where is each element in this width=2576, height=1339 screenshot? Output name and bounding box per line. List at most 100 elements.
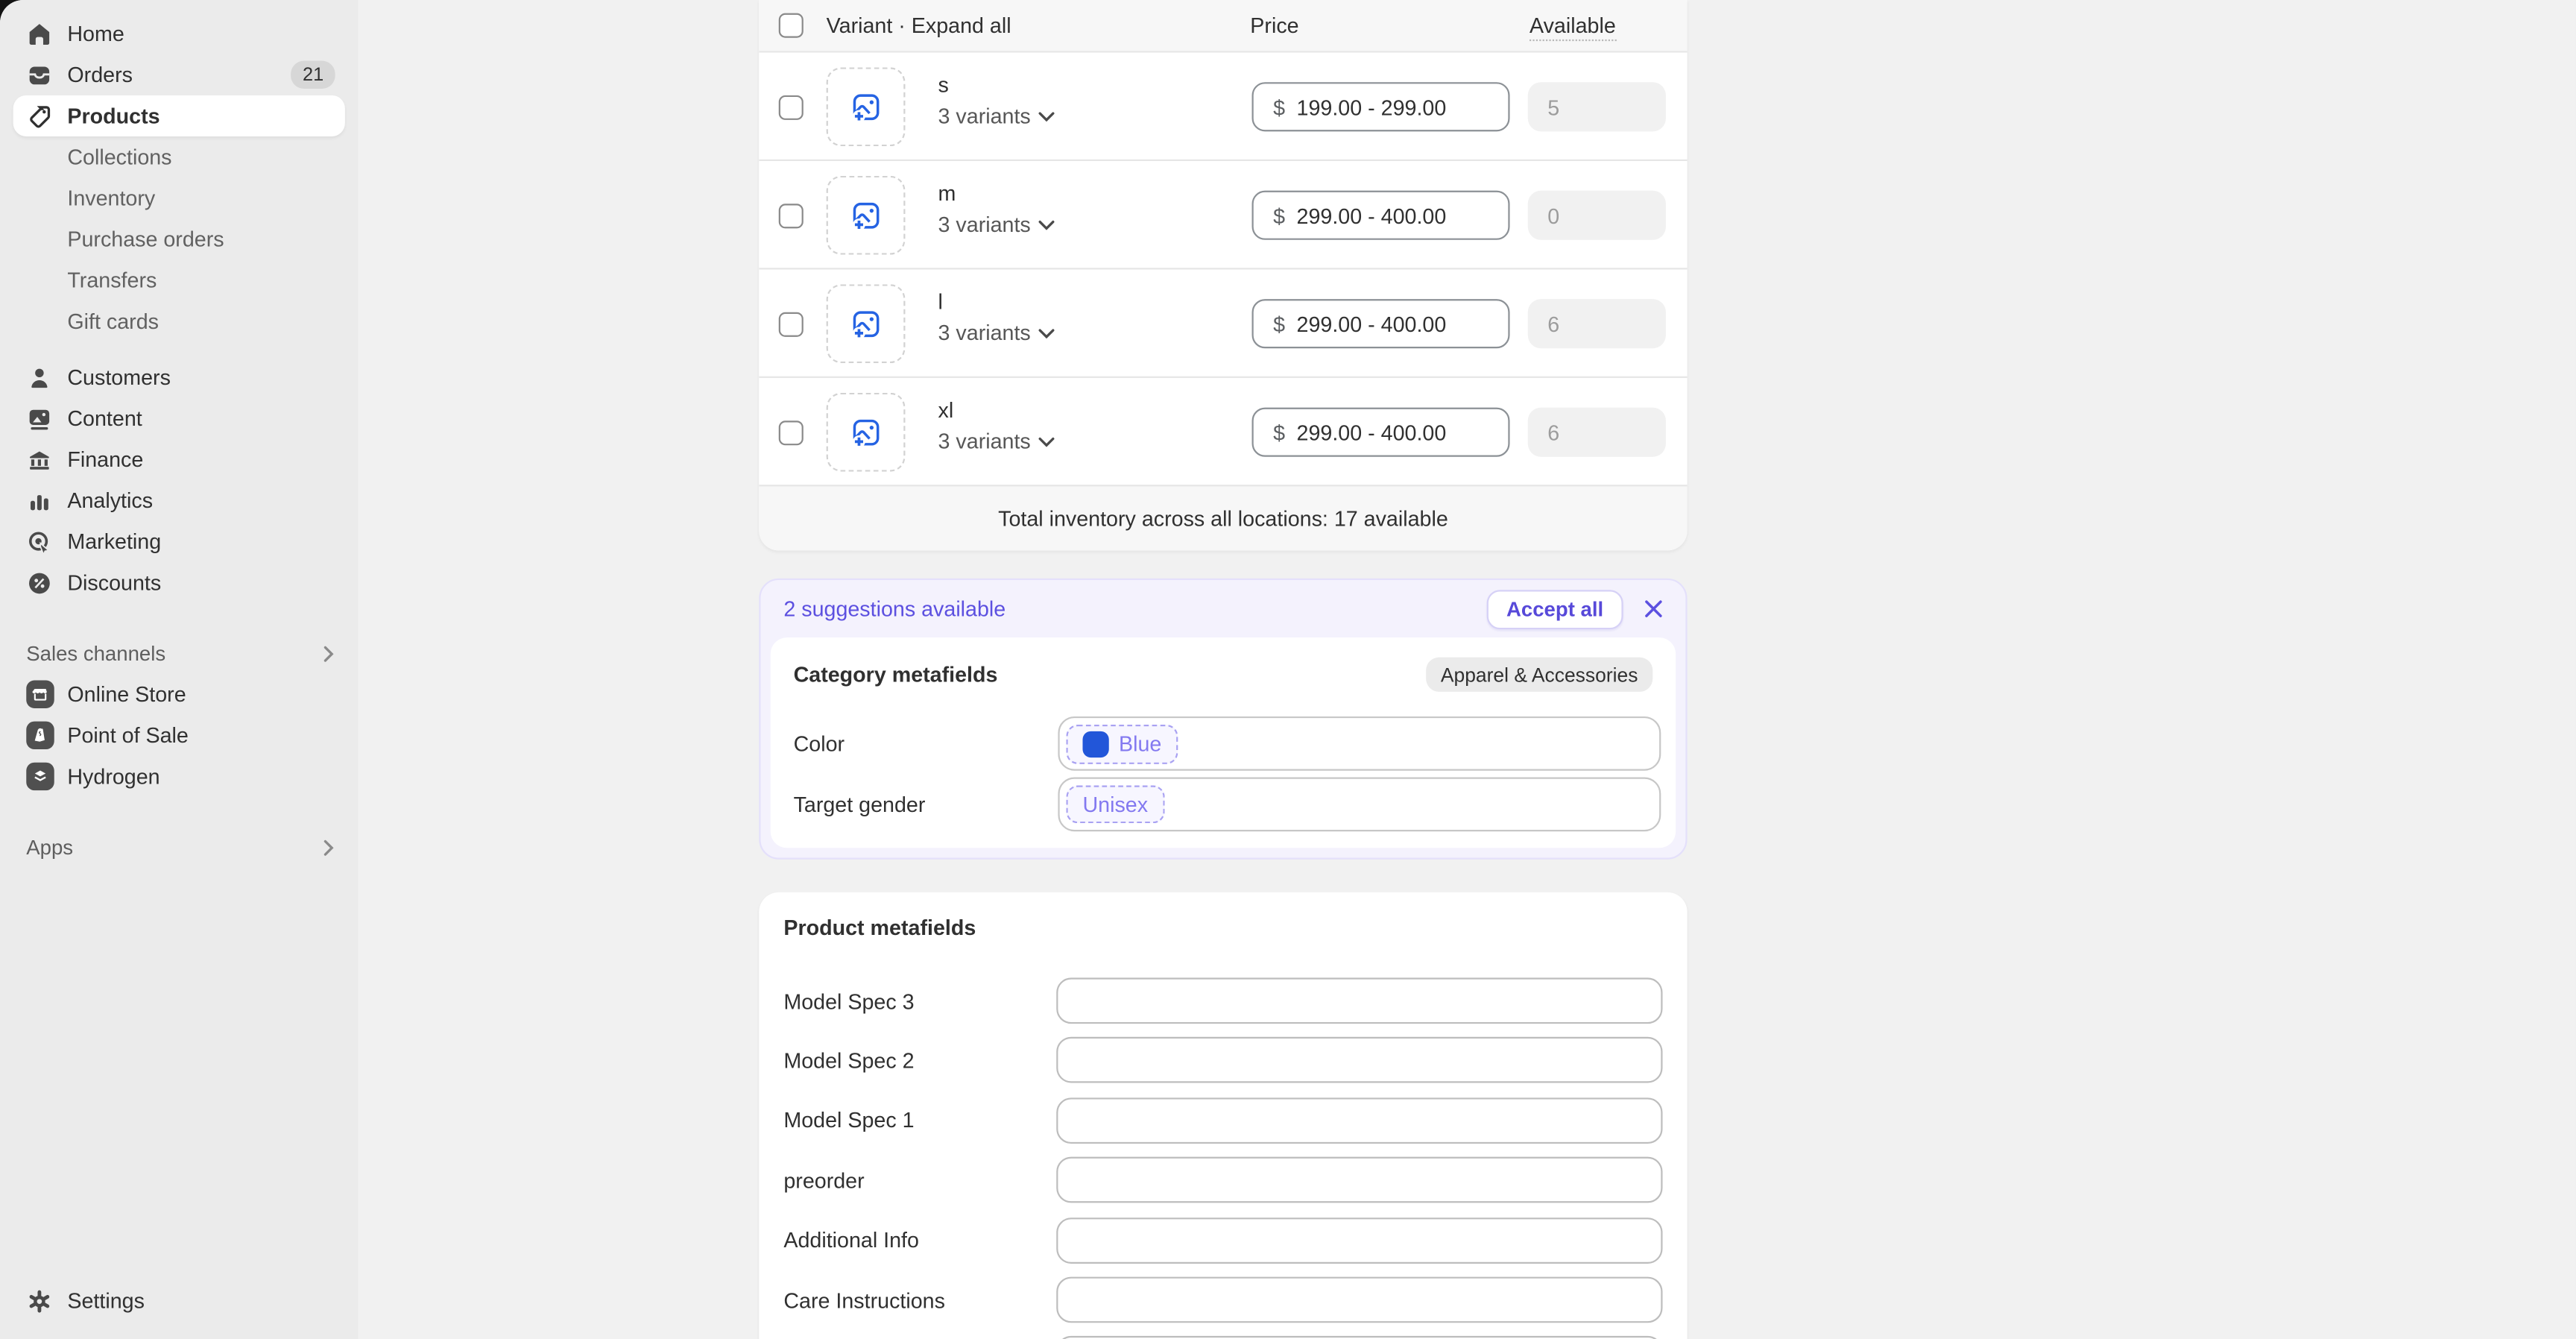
sidebar-item-content[interactable]: Content xyxy=(13,397,345,438)
row-checkbox[interactable] xyxy=(778,203,804,228)
sidebar-item-analytics[interactable]: Analytics xyxy=(13,480,345,521)
marketing-target-icon xyxy=(26,529,52,555)
close-icon[interactable] xyxy=(1644,599,1662,617)
sidebar: Home Orders 21 Products Collections Inve… xyxy=(0,0,359,1339)
row-checkbox[interactable] xyxy=(778,420,804,445)
target-gender-field-row: Target gender Unisex xyxy=(793,777,1661,832)
finance-bank-icon xyxy=(26,446,52,472)
blue-color-swatch xyxy=(1082,730,1109,757)
metafield-row: Model Spec 1 xyxy=(783,1097,1664,1144)
variant-image-placeholder[interactable] xyxy=(826,67,906,147)
sidebar-item-gift-cards[interactable]: Gift cards xyxy=(67,309,159,334)
color-input[interactable]: Blue xyxy=(1058,716,1661,771)
sidebar-item-settings[interactable]: Settings xyxy=(13,1280,345,1321)
price-input[interactable]: $299.00 - 400.00 xyxy=(1251,299,1510,349)
sales-channels-header[interactable]: Sales channels xyxy=(13,633,345,674)
product-metafields-title: Product metafields xyxy=(783,915,976,940)
metafield-label: Model Spec 3 xyxy=(783,988,915,1013)
target-gender-input[interactable]: Unisex xyxy=(1058,777,1661,832)
total-inventory-footer: Total inventory across all locations: 17… xyxy=(759,485,1688,551)
metafield-row-partial xyxy=(783,1336,1664,1339)
variants-expander[interactable]: 3 variants xyxy=(938,212,1055,236)
preorder-input[interactable] xyxy=(1056,1157,1663,1203)
sidebar-item-inventory[interactable]: Inventory xyxy=(67,186,156,211)
add-image-icon xyxy=(852,201,879,230)
price-input[interactable]: $299.00 - 400.00 xyxy=(1251,190,1510,240)
model-spec-1-input[interactable] xyxy=(1056,1097,1663,1144)
point-of-sale-icon xyxy=(26,721,54,750)
chevron-down-icon xyxy=(1039,219,1055,230)
sidebar-item-transfers[interactable]: Transfers xyxy=(67,268,157,293)
variant-row: s 3 variants $199.00 - 299.00 5 xyxy=(759,51,1688,160)
variant-name: m xyxy=(938,180,956,206)
category-badge: Apparel & Accessories xyxy=(1426,657,1653,692)
sidebar-item-finance[interactable]: Finance xyxy=(13,438,345,479)
target-gender-label: Target gender xyxy=(793,792,926,817)
chevron-right-icon xyxy=(322,839,335,855)
sidebar-item-point-of-sale[interactable]: Point of Sale xyxy=(13,715,345,756)
price-input[interactable]: $199.00 - 299.00 xyxy=(1251,82,1510,132)
price-input[interactable]: $299.00 - 400.00 xyxy=(1251,407,1510,457)
available-input-disabled: 6 xyxy=(1527,299,1666,349)
chevron-down-icon xyxy=(1039,111,1055,121)
customers-icon xyxy=(26,364,52,390)
color-suggestion-chip[interactable]: Blue xyxy=(1066,723,1178,763)
sidebar-item-products[interactable]: Products xyxy=(13,95,345,136)
care-instructions-input[interactable] xyxy=(1056,1276,1663,1323)
additional-info-input[interactable] xyxy=(1056,1217,1663,1264)
apps-header[interactable]: Apps xyxy=(13,827,345,868)
sidebar-item-collections[interactable]: Collections xyxy=(67,144,172,170)
metafield-row: Care Instructions xyxy=(783,1276,1664,1323)
sidebar-item-orders[interactable]: Orders 21 xyxy=(13,54,345,95)
metafield-label: Care Instructions xyxy=(783,1287,945,1312)
variant-row: xl 3 variants $299.00 - 400.00 6 xyxy=(759,376,1688,485)
variant-row: l 3 variants $299.00 - 400.00 6 xyxy=(759,268,1688,377)
suggestions-count-text: 2 suggestions available xyxy=(783,596,1006,622)
sidebar-item-customers[interactable]: Customers xyxy=(13,356,345,397)
sidebar-item-online-store[interactable]: Online Store xyxy=(13,674,345,715)
metafield-label: Model Spec 1 xyxy=(783,1108,915,1133)
variant-image-placeholder[interactable] xyxy=(826,284,906,364)
available-column-header: Available xyxy=(1530,13,1616,42)
metafield-row: Model Spec 3 xyxy=(783,977,1664,1024)
add-image-icon xyxy=(852,93,879,122)
select-all-checkbox[interactable] xyxy=(778,13,804,38)
products-tag-icon xyxy=(26,103,52,129)
add-image-icon xyxy=(852,310,879,339)
sidebar-item-purchase-orders[interactable]: Purchase orders xyxy=(67,227,224,252)
main-content: Variant · Expand all Price Available s 3… xyxy=(358,0,2576,1339)
sidebar-label: Products xyxy=(67,103,160,128)
gear-icon xyxy=(26,1288,52,1314)
variant-image-placeholder[interactable] xyxy=(826,392,906,472)
orders-icon xyxy=(26,62,52,88)
variant-name: l xyxy=(938,289,943,314)
row-checkbox[interactable] xyxy=(778,94,804,119)
row-checkbox[interactable] xyxy=(778,311,804,336)
category-metafields-title: Category metafields xyxy=(793,662,998,687)
sidebar-label: Home xyxy=(67,21,124,46)
model-spec-2-input[interactable] xyxy=(1056,1037,1663,1084)
accept-all-button[interactable]: Accept all xyxy=(1486,589,1623,629)
model-spec-3-input[interactable] xyxy=(1056,977,1663,1024)
available-input-disabled: 5 xyxy=(1527,82,1666,132)
product-metafields-card: Product metafields Model Spec 3 Model Sp… xyxy=(759,892,1688,1339)
color-label: Color xyxy=(793,731,845,756)
sidebar-item-hydrogen[interactable]: Hydrogen xyxy=(13,756,345,797)
metafield-row: Additional Info xyxy=(783,1217,1664,1264)
sidebar-item-marketing[interactable]: Marketing xyxy=(13,521,345,562)
variants-expander[interactable]: 3 variants xyxy=(938,104,1055,128)
sidebar-item-home[interactable]: Home xyxy=(13,13,345,54)
available-input-disabled: 6 xyxy=(1527,407,1666,457)
variant-image-placeholder[interactable] xyxy=(826,175,906,255)
variant-column-header[interactable]: Variant · Expand all xyxy=(826,13,1011,38)
sidebar-item-discounts[interactable]: Discounts xyxy=(13,562,345,603)
target-gender-suggestion-chip[interactable]: Unisex xyxy=(1066,785,1165,824)
suggestions-banner: 2 suggestions available Accept all Categ… xyxy=(759,578,1688,1338)
chevron-down-icon xyxy=(1039,328,1055,338)
variants-expander[interactable]: 3 variants xyxy=(938,429,1055,453)
variants-expander[interactable]: 3 variants xyxy=(938,321,1055,345)
available-input-disabled: 0 xyxy=(1527,190,1666,240)
category-metafields-card: Category metafields Apparel & Accessorie… xyxy=(770,637,1676,848)
